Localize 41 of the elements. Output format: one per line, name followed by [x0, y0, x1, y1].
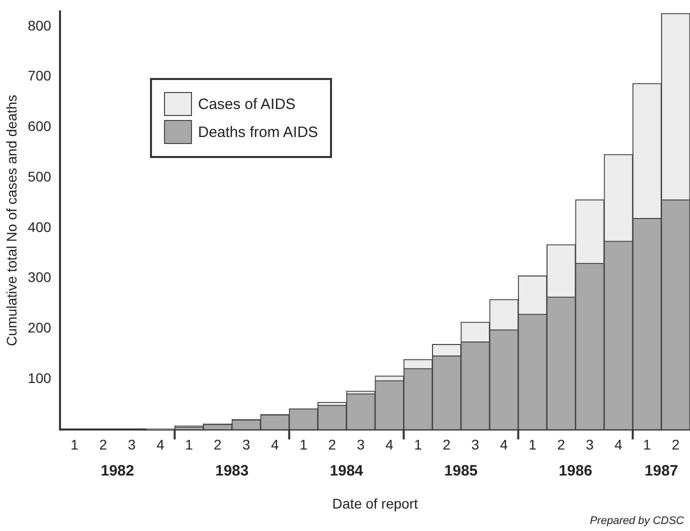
text: 1983: [215, 462, 249, 480]
y-tick-label: 200: [28, 320, 52, 336]
x-tick-label: 1: [528, 436, 537, 453]
y-tick-label: 500: [28, 168, 52, 184]
x-tick-label: 3: [471, 436, 480, 453]
legend-label: Cases of AIDS: [198, 96, 296, 112]
x-tick-label: 2: [672, 436, 680, 453]
y-tick-label: 400: [28, 218, 52, 235]
y-axis-title: Cumulative total No of cases and deaths: [3, 94, 20, 346]
x-tick-label: 3: [128, 436, 136, 453]
x-tick-label: 1: [70, 436, 79, 453]
x-tick-label: 4: [614, 436, 623, 453]
x-tick-label: 1: [185, 436, 194, 453]
text: 1982: [100, 462, 134, 480]
text: 1987: [644, 462, 678, 480]
x-tick-label: 4: [385, 436, 394, 453]
x-tick-label: 2: [328, 436, 336, 453]
x-tick-label: 4: [500, 436, 508, 453]
x-tick-label: 1: [414, 436, 422, 453]
y-tick-label: 700: [28, 68, 52, 84]
x-tick-label: 4: [270, 436, 279, 453]
y-tick-label: 800: [28, 17, 52, 34]
y-tick-label: 300: [28, 269, 52, 286]
text: 1986: [558, 462, 592, 480]
text: 1985: [444, 462, 478, 480]
legend-label: Deaths from AIDS: [198, 124, 318, 140]
x-tick-label: 2: [99, 436, 108, 453]
x-tick-label: 2: [557, 436, 566, 453]
x-axis-title: Date of report: [332, 495, 418, 512]
x-tick-label: 2: [214, 436, 222, 453]
x-tick-label: 3: [242, 436, 250, 453]
y-tick-label: 100: [28, 370, 52, 386]
x-tick-label: 3: [586, 436, 594, 453]
x-tick-label: 1: [643, 436, 652, 453]
x-tick-label: 2: [442, 436, 451, 453]
x-tick-label: 3: [356, 436, 365, 453]
x-tick-label: 1: [300, 436, 308, 453]
x-tick-label: 4: [156, 436, 164, 453]
y-tick-label: 600: [28, 118, 52, 134]
text: 1984: [330, 462, 364, 480]
text: Prepared by CDSC: [590, 515, 684, 527]
